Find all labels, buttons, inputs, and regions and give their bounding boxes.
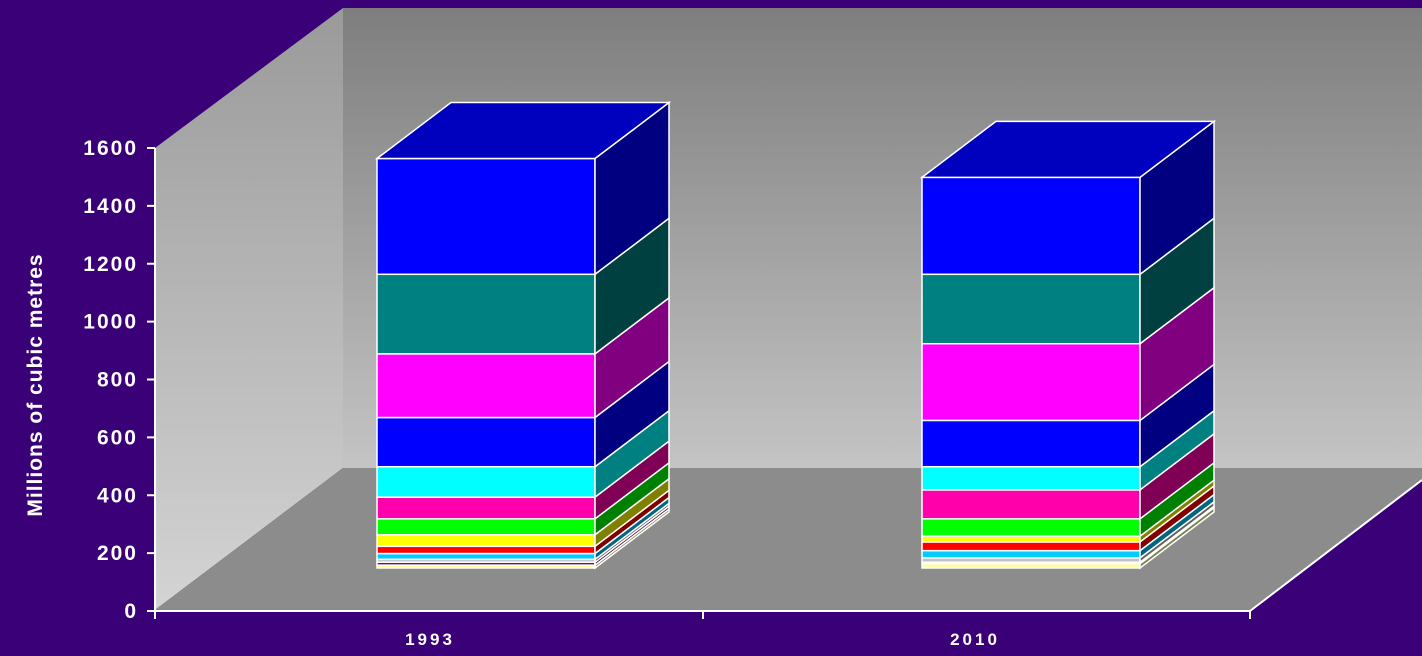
floor-edge-line	[1249, 479, 1422, 612]
bar-segment	[376, 496, 596, 520]
bar-segment	[921, 535, 1141, 543]
y-tick-label: 600	[97, 426, 138, 449]
bar-segment	[921, 549, 1141, 559]
bar-segment	[376, 157, 596, 276]
y-tick-label: 400	[97, 484, 138, 507]
y-axis-label: Millions of cubic metres	[24, 253, 47, 517]
bar-segment	[921, 273, 1141, 345]
bar-segment	[376, 465, 596, 498]
bar-segment	[376, 545, 596, 555]
bar-segment	[376, 518, 596, 536]
bar-segment	[921, 541, 1141, 552]
x-tick-label: 2010	[950, 630, 1000, 649]
y-tick-label: 1600	[83, 137, 138, 160]
y-tick-label: 1200	[83, 253, 138, 276]
bar-stack-2010	[919, 119, 1217, 570]
bar-segment	[921, 465, 1141, 491]
bar-top-face	[919, 120, 1217, 179]
bar-segment	[921, 176, 1141, 276]
side-wall	[155, 8, 343, 610]
y-tick-label: 800	[97, 369, 138, 392]
bar-stack-1993	[374, 101, 672, 570]
bar-segment	[376, 533, 596, 548]
y-tick-label: 200	[97, 542, 138, 565]
y-tick-label: 1000	[83, 311, 138, 334]
bar-segment	[376, 552, 596, 561]
bar-segment	[921, 342, 1141, 422]
bar-segment	[376, 273, 596, 355]
x-tick-label: 1993	[405, 630, 455, 649]
y-tick-label: 1400	[83, 195, 138, 218]
bar-segment	[376, 416, 596, 468]
y-tick-label: 0	[124, 600, 138, 623]
floor	[155, 468, 1422, 610]
bar-segment	[921, 489, 1141, 520]
bar-top-face	[374, 101, 672, 160]
bar-segment	[921, 419, 1141, 468]
bar-segment	[376, 353, 596, 419]
bar-segment	[921, 518, 1141, 537]
